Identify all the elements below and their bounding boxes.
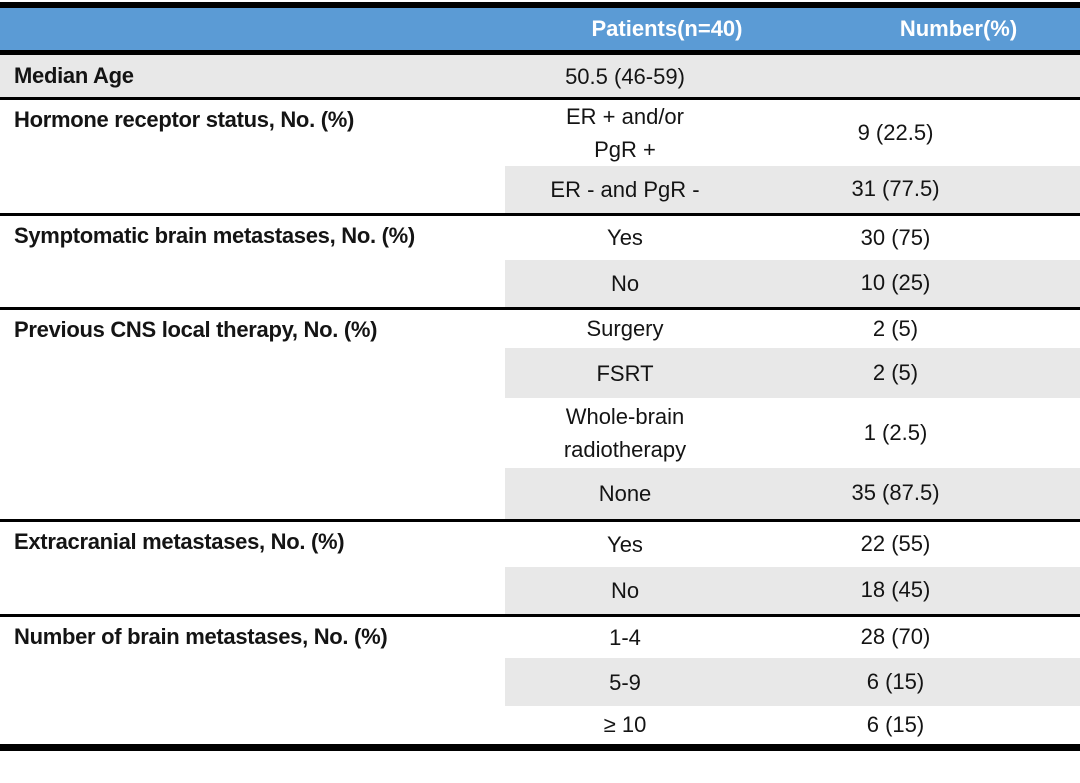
- number-cell: 18 (45): [745, 567, 1080, 615]
- row-brainmets-10plus: ≥ 10 6 (15): [0, 706, 1080, 747]
- characteristics-table: Patients(n=40) Number(%) Median Age 50.5…: [0, 2, 1080, 751]
- patients-cell: 5-9: [505, 658, 745, 706]
- number-cell: 9 (22.5): [745, 97, 1080, 166]
- row-cns-wbrt: Whole-brain radiotherapy 1 (2.5): [0, 398, 1080, 468]
- row-extracranial-yes: Extracranial metastases, No. (%) Yes 22 …: [0, 518, 1080, 615]
- row-label-brain-metastases: Number of brain metastases, No. (%): [0, 613, 505, 747]
- patients-cell: ER + and/or PgR +: [505, 97, 745, 166]
- header-patients: Patients(n=40): [505, 5, 745, 55]
- row-label-hormone-receptor: Hormone receptor status, No. (%): [0, 97, 505, 214]
- patients-cell: FSRT: [505, 348, 745, 398]
- table-header-row: Patients(n=40) Number(%): [0, 5, 1080, 55]
- number-cell: 31 (77.5): [745, 166, 1080, 214]
- patients-cell: Surgery: [505, 306, 745, 348]
- patients-cell: Yes: [505, 212, 745, 260]
- row-label-extracranial: Extracranial metastases, No. (%): [0, 518, 505, 615]
- row-brainmets-1-4: Number of brain metastases, No. (%) 1-4 …: [0, 613, 1080, 747]
- number-cell: 2 (5): [745, 306, 1080, 348]
- row-label-median-age: Median Age: [0, 52, 505, 99]
- patients-cell: Yes: [505, 518, 745, 567]
- patients-cell: Whole-brain radiotherapy: [563, 404, 687, 462]
- header-number: Number(%): [745, 5, 1080, 55]
- row-median-age: Median Age 50.5 (46-59): [0, 52, 1080, 99]
- row-cns-surgery: Previous CNS local therapy, No. (%) Surg…: [0, 306, 1080, 520]
- row-symptomatic-no: No 10 (25): [0, 260, 1080, 308]
- patients-cell: 1-4: [505, 613, 745, 658]
- patients-cell: ER - and PgR -: [505, 166, 745, 214]
- number-cell: 2 (5): [745, 348, 1080, 398]
- patients-cell: No: [505, 567, 745, 615]
- row-symptomatic-yes: Symptomatic brain metastases, No. (%) Ye…: [0, 212, 1080, 308]
- row-hormone-er-positive: Hormone receptor status, No. (%) ER + an…: [0, 97, 1080, 214]
- patients-cell: None: [505, 468, 745, 520]
- patients-cell: No: [505, 260, 745, 308]
- number-cell: 1 (2.5): [863, 420, 928, 445]
- row-label-cns-therapy: Previous CNS local therapy, No. (%): [0, 306, 505, 520]
- row-extracranial-no: No 18 (45): [0, 567, 1080, 615]
- number-cell: 6 (15): [745, 658, 1080, 706]
- patient-characteristics-panel: Patients(n=40) Number(%) Median Age 50.5…: [0, 2, 1080, 751]
- number-cell: 28 (70): [745, 613, 1080, 658]
- number-cell: 35 (87.5): [745, 468, 1080, 520]
- number-cell: 10 (25): [745, 260, 1080, 308]
- number-cell: 30 (75): [745, 212, 1080, 260]
- header-empty-cell: [0, 5, 505, 55]
- patients-cell: ≥ 10: [603, 712, 647, 738]
- row-cns-fsrt: FSRT 2 (5): [0, 348, 1080, 398]
- number-cell: 22 (55): [745, 518, 1080, 567]
- number-cell: 6 (15): [866, 711, 925, 737]
- row-hormone-er-negative: ER - and PgR - 31 (77.5): [0, 166, 1080, 214]
- row-brainmets-5-9: 5-9 6 (15): [0, 658, 1080, 706]
- number-cell: [745, 52, 1080, 99]
- row-cns-none: None 35 (87.5): [0, 468, 1080, 520]
- patients-cell: 50.5 (46-59): [505, 52, 745, 99]
- row-label-symptomatic: Symptomatic brain metastases, No. (%): [0, 212, 505, 308]
